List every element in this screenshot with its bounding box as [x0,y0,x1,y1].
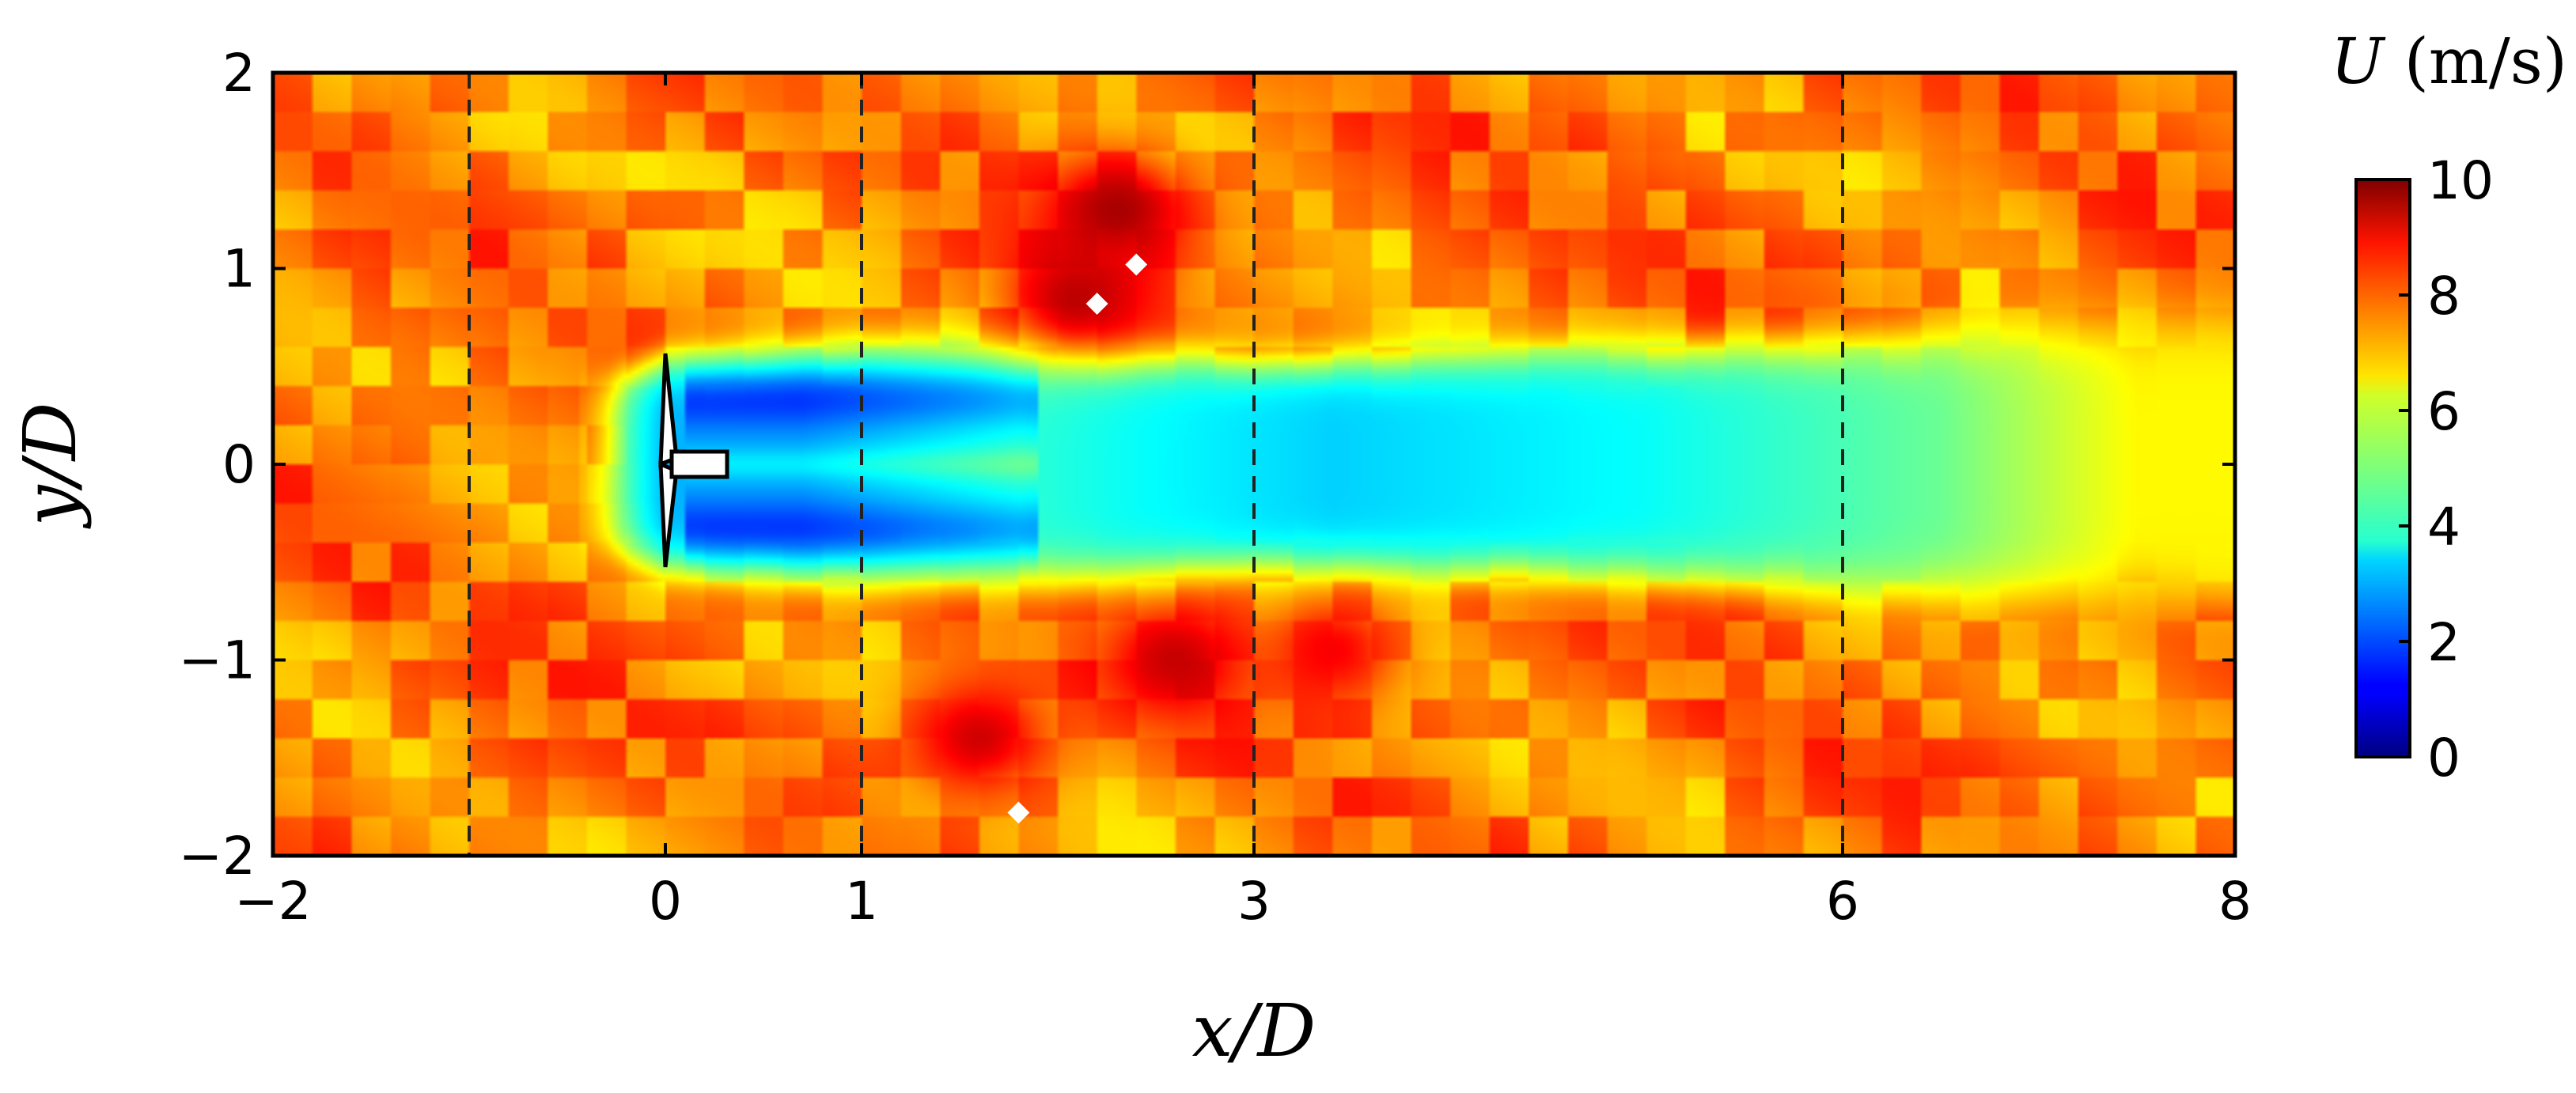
colorbar-tick-label: 10 [2427,150,2494,211]
x-tick-label: 6 [1826,871,1859,932]
y-tick-label: 1 [222,239,256,300]
x-tick-label: −2 [234,871,311,932]
colorbar-tick-label: 6 [2427,381,2460,442]
y-tick-label: 2 [222,43,256,104]
colorbar-label-variable: U [2331,25,2386,98]
colorbar-label-unit: (m/s) [2384,25,2567,98]
y-tick-label: −1 [179,630,256,691]
dashed-lines [468,73,1844,856]
missing-data-point [1085,293,1108,316]
x-tick-label: 8 [2218,871,2252,932]
turbine-blade [658,461,679,568]
colorbar-tick-label: 2 [2427,612,2460,673]
y-axis-ticks: −2 −1 0 1 2 [179,43,2235,887]
y-axis-label: y/D [8,403,93,530]
x-tick-label: 3 [1237,871,1271,932]
plot-area: −2 0 1 3 6 8 −2 −1 0 1 2 [179,43,2252,932]
x-axis-ticks: −2 0 1 3 6 8 [234,73,2252,932]
x-tick-label: 1 [845,871,878,932]
missing-data-markers [1007,253,1148,824]
y-tick-label: 0 [222,434,256,495]
colorbar-tick-label: 4 [2427,497,2460,558]
colorbar-gradient [2354,178,2411,758]
turbine-blade [658,353,679,467]
colorbar-ticks: 0 2 4 6 8 10 [2399,150,2494,789]
colorbar-tick-label: 0 [2427,728,2460,789]
turbine-icon [658,353,729,568]
missing-data-point [1125,253,1148,276]
colorbar-tick-label: 8 [2427,266,2460,327]
colorbar: U (m/s) 0 2 4 6 8 10 [2331,25,2567,789]
turbine-nacelle [669,449,729,479]
colorbar-label: U (m/s) [2331,25,2567,98]
y-tick-label: −2 [179,826,256,887]
missing-data-point [1007,801,1030,824]
x-axis-label: x/D [1192,989,1316,1073]
x-tick-label: 0 [649,871,682,932]
